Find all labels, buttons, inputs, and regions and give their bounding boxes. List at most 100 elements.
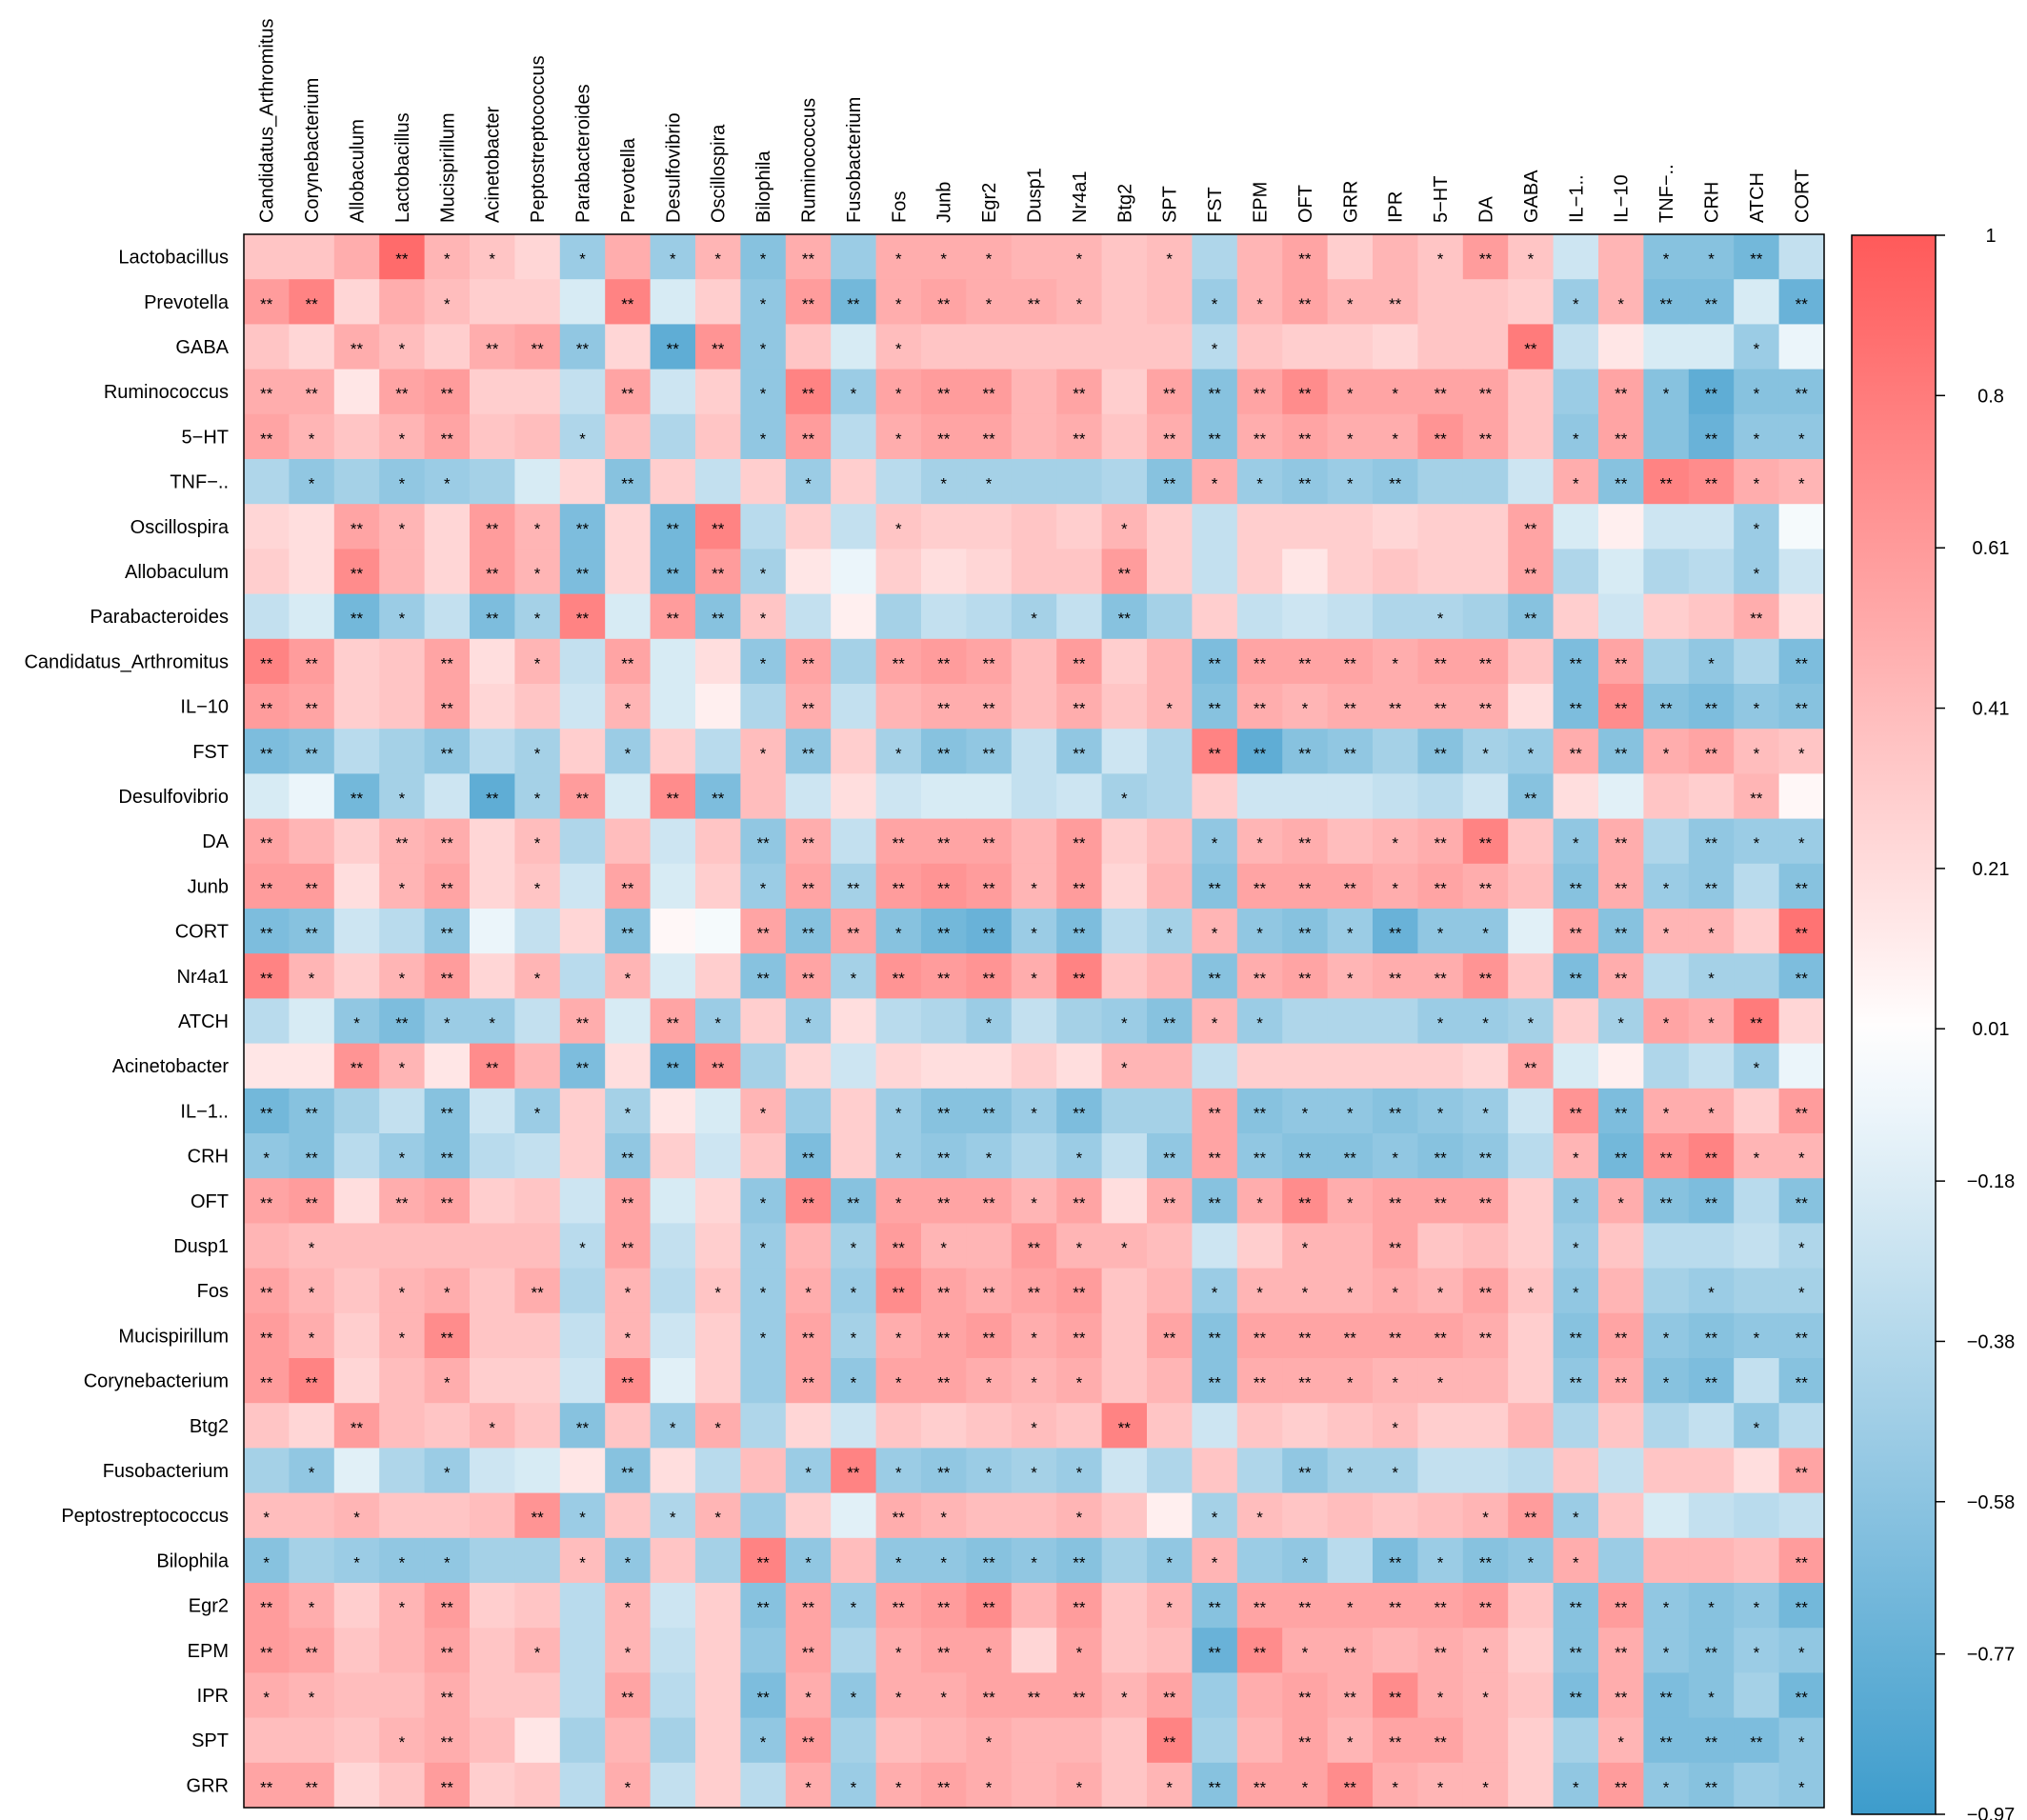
significance-mark: * [760, 1284, 767, 1302]
heatmap-cell [1508, 1628, 1555, 1673]
heatmap-cell [1553, 1178, 1599, 1224]
heatmap-cell [244, 369, 290, 415]
heatmap-cell [1147, 818, 1193, 865]
significance-mark: * [1754, 520, 1760, 538]
heatmap-cell [1598, 818, 1644, 865]
significance-mark: * [986, 1464, 993, 1482]
heatmap-cell [966, 413, 1013, 460]
significance-mark: ** [1028, 1689, 1041, 1707]
significance-mark: * [1708, 1599, 1715, 1617]
significance-mark: * [1437, 610, 1444, 628]
heatmap-cell [605, 1672, 652, 1719]
heatmap-cell [424, 953, 471, 999]
heatmap-cell [424, 1223, 471, 1270]
heatmap-cell [1417, 1223, 1464, 1270]
heatmap-cell [470, 1717, 515, 1764]
significance-mark: ** [1570, 654, 1583, 672]
heatmap-cell [1192, 234, 1238, 280]
heatmap-cell [289, 818, 335, 865]
heatmap-cell [740, 1133, 787, 1179]
significance-mark: * [399, 475, 406, 493]
heatmap-cell [1508, 504, 1555, 550]
significance-mark: * [399, 1733, 406, 1751]
heatmap-cell [514, 1312, 561, 1359]
heatmap-cell [244, 909, 290, 954]
heatmap-cell [1643, 1178, 1690, 1224]
heatmap-cell [470, 773, 515, 820]
row-label: IPR [197, 1686, 229, 1707]
significance-mark: * [1708, 1689, 1715, 1707]
significance-mark: ** [621, 475, 634, 493]
heatmap-cell [1327, 1268, 1374, 1314]
heatmap-cell [1688, 1043, 1735, 1090]
heatmap-cell [1417, 369, 1464, 415]
row-label: Acinetobacter [112, 1056, 230, 1077]
heatmap-cell [966, 279, 1013, 325]
heatmap-cell [424, 1762, 471, 1809]
row-label: Fusobacterium [103, 1461, 229, 1482]
heatmap-cell [1056, 504, 1103, 550]
heatmap-cell [470, 1448, 515, 1494]
heatmap-cell [289, 998, 335, 1045]
column-label: 5−HT [1431, 176, 1452, 223]
column-label: EPM [1251, 182, 1272, 223]
significance-mark: * [1437, 1104, 1444, 1122]
heatmap-cell [740, 998, 787, 1045]
significance-mark: ** [441, 1733, 454, 1751]
significance-mark: ** [305, 1778, 318, 1796]
heatmap-cell [1236, 638, 1283, 685]
heatmap-cell [1056, 1762, 1103, 1809]
heatmap-cell [1056, 1223, 1103, 1270]
heatmap-cell [559, 279, 606, 325]
heatmap-cell [1643, 1133, 1690, 1179]
significance-mark: * [399, 879, 406, 897]
significance-mark: ** [1615, 1644, 1628, 1662]
significance-mark: * [534, 520, 541, 538]
heatmap-cell [1688, 909, 1735, 954]
heatmap-cell [1734, 953, 1780, 999]
heatmap-cell [1643, 549, 1690, 595]
heatmap-cell [1192, 1762, 1238, 1809]
heatmap-cell [1553, 1133, 1599, 1179]
heatmap-cell [379, 413, 426, 460]
heatmap-cell [1192, 1583, 1238, 1629]
heatmap-cell [1011, 324, 1057, 370]
row-label: Prevotella [144, 292, 230, 313]
heatmap-cell [695, 279, 741, 325]
significance-mark: * [895, 250, 902, 269]
significance-mark: ** [1163, 1194, 1176, 1212]
legend-tick-label: −0.58 [1967, 1492, 2016, 1513]
heatmap-cell [1553, 369, 1599, 415]
heatmap-cell [1688, 549, 1735, 595]
heatmap-cell [289, 504, 335, 550]
heatmap-cell [1734, 818, 1780, 865]
heatmap-cell [1417, 684, 1464, 730]
significance-mark: ** [1659, 1689, 1673, 1707]
heatmap-cell [1236, 279, 1283, 325]
significance-mark: * [805, 1553, 812, 1571]
heatmap-cell [1327, 593, 1374, 640]
significance-mark: * [399, 430, 406, 448]
heatmap-cell [424, 1312, 471, 1359]
significance-mark: ** [1705, 475, 1718, 493]
heatmap-cell [875, 1717, 922, 1764]
significance-mark: * [760, 1104, 767, 1122]
heatmap-cell [1192, 638, 1238, 685]
significance-mark: * [851, 970, 857, 988]
heatmap-cell [1192, 1492, 1238, 1539]
significance-mark: ** [1659, 1733, 1673, 1751]
heatmap-cell [605, 684, 652, 730]
significance-mark: ** [1073, 430, 1086, 448]
heatmap-cell [1778, 1133, 1825, 1179]
significance-mark: ** [802, 834, 815, 852]
heatmap-cell [831, 1492, 877, 1539]
significance-mark: ** [1344, 654, 1357, 672]
heatmap-cell [514, 369, 561, 415]
significance-mark: * [625, 1644, 632, 1662]
heatmap-cell [289, 459, 335, 505]
heatmap-cell [514, 279, 561, 325]
heatmap-cell [1417, 1583, 1464, 1629]
heatmap-cell [1553, 459, 1599, 505]
significance-mark: ** [1389, 475, 1402, 493]
column-label: Allobaculum [348, 119, 369, 223]
